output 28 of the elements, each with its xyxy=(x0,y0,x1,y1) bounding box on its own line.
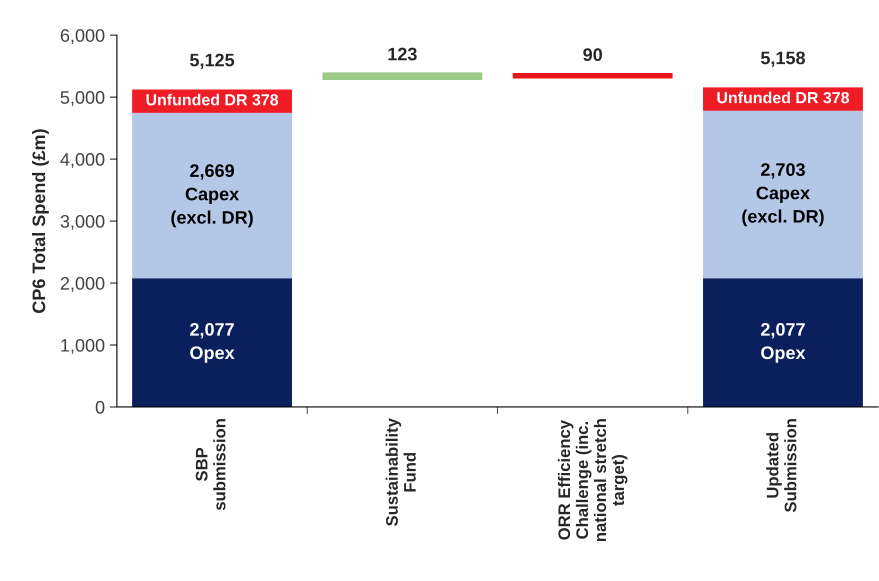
data-label: Unfunded DR 378 xyxy=(146,94,278,106)
y-tick-label: 2,000 xyxy=(60,276,104,292)
data-label: 2,703 Capex (excl. DR) xyxy=(742,163,824,226)
data-label: 123 xyxy=(388,48,417,60)
bar xyxy=(132,278,292,407)
y-tick-label: 0 xyxy=(96,400,104,414)
bar xyxy=(703,278,863,407)
total-label: 5,125 xyxy=(190,54,234,70)
data-label: 2,077 Opex xyxy=(190,323,235,363)
x-tick-label: Sustainability Fund xyxy=(386,418,416,526)
y-axis-title: CP6 Total Spend (£m) xyxy=(32,129,49,313)
bar xyxy=(322,72,482,80)
y-tick-label: 5,000 xyxy=(60,91,104,106)
x-tick-label: SBP submission xyxy=(196,419,226,510)
y-tick-label: 3,000 xyxy=(60,215,104,230)
data-label: Unfunded DR 378 xyxy=(717,92,850,104)
x-tick-label: Updated Submission xyxy=(766,419,796,512)
y-tick-label: 4,000 xyxy=(60,153,104,168)
data-label: 90 xyxy=(583,48,602,62)
total-label: 5,158 xyxy=(760,52,806,67)
x-tick-label: ORR Efficiency Challenge (inc. national stretch target) xyxy=(558,419,628,542)
bar xyxy=(512,72,673,79)
data-label: 2,077 Opex xyxy=(761,323,806,363)
data-label: 2,669 Capex (excl. DR) xyxy=(171,164,253,228)
bar xyxy=(132,112,292,278)
y-tick-label: 1,000 xyxy=(61,338,104,354)
y-tick-label: 6,000 xyxy=(60,29,104,44)
bar xyxy=(703,110,863,278)
